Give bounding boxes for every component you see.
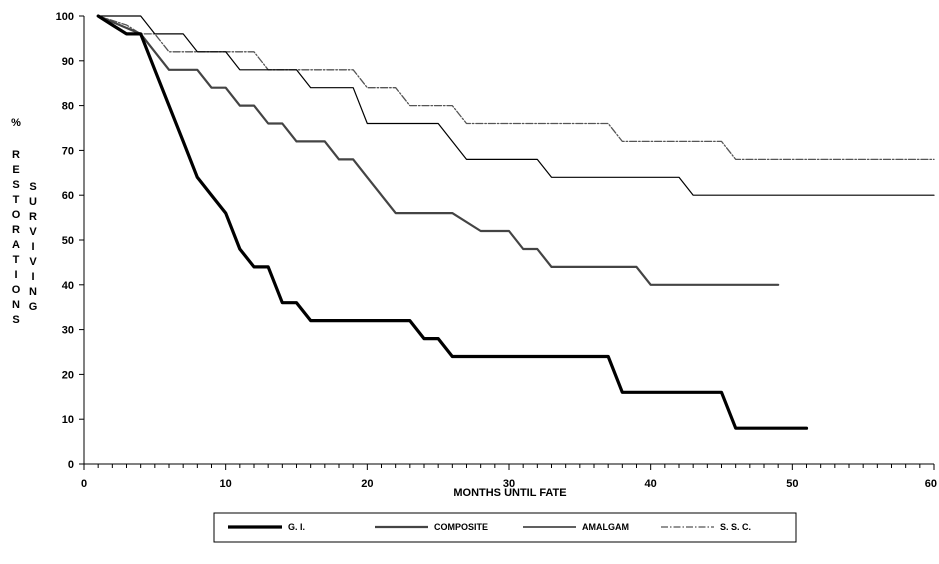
y-tick-label: 20 [62,369,74,381]
series-layer [96,14,935,430]
ticks: 0 10 20 30 40 50 60 70 80 90 100 0 10 20 30 40 50 60 [56,11,937,490]
y-axis-title-letter: V [29,256,37,268]
y-axis-title-prefix: % [11,117,21,129]
x-tick-label: 0 [81,478,87,490]
x-tick-label: 10 [220,478,232,490]
legend-label-3: S. S. C. [720,522,751,532]
y-axis-title-letter: E [12,164,19,176]
x-axis-title: MONTHS UNTIL FATE [453,487,566,499]
y-axis-title-letter: A [12,239,20,251]
y-tick-label: 10 [62,414,74,426]
legend-label-2: AMALGAM [582,522,629,532]
y-tick-label: 40 [62,280,74,292]
x-tick-label: 20 [361,478,373,490]
x-tick-label: 60 [925,478,937,490]
legend: G. I. COMPOSITE AMALGAM S. S. C. [213,512,797,543]
series-line-1 [97,14,780,286]
y-axis-title-letter: T [13,254,20,266]
y-axis-title-letter: I [31,271,34,283]
axes [83,16,934,465]
x-tick-label: 40 [645,478,657,490]
legend-label-0: G. I. [288,522,305,532]
y-tick-label: 90 [62,56,74,68]
y-axis-title-letter: U [29,196,37,208]
series-line-0 [96,14,809,430]
legend-label-1: COMPOSITE [434,522,488,532]
y-tick-label: 80 [62,101,74,113]
y-tick-label: 60 [62,190,74,202]
y-axis-title-letter: I [31,241,34,253]
y-tick-label: 30 [62,325,74,337]
y-tick-label: 50 [62,235,74,247]
x-tick-label: 30 [503,478,515,490]
y-axis-title-letter: G [29,301,38,313]
y-axis-title-letter: O [12,209,21,221]
y-axis-title-letter: S [12,179,19,191]
y-axis-title-letter: T [13,194,20,206]
series-line-2 [97,15,935,196]
legend-box [213,512,797,543]
y-axis-title-letter: O [12,284,21,296]
y-tick-label: 0 [68,459,74,471]
y-axis-title-letter: S [29,181,36,193]
y-axis-title-letter: R [29,211,37,223]
y-axis-title-letter: N [29,286,37,298]
y-axis-title-letter: I [14,269,17,281]
y-tick-label: 70 [62,145,74,157]
y-axis-title-letter: S [12,314,19,326]
y-axis-title-letter: N [12,299,20,311]
y-tick-label: 100 [56,11,74,23]
x-tick-label: 50 [786,478,798,490]
y-axis-title-letter: R [12,224,20,236]
y-axis-title-letter: R [12,149,20,161]
y-axis-title-letter: V [29,226,37,238]
